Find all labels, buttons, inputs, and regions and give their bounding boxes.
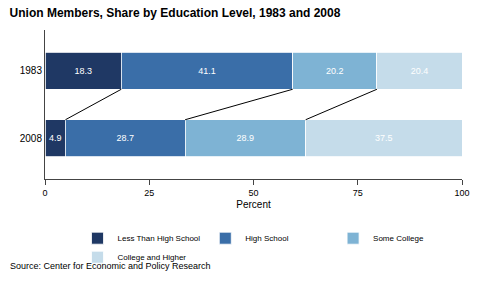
svg-text:37.5: 37.5 xyxy=(375,133,393,143)
svg-text:75: 75 xyxy=(353,188,363,198)
svg-text:25: 25 xyxy=(144,188,154,198)
svg-text:4.9: 4.9 xyxy=(49,133,62,143)
svg-text:Some College: Some College xyxy=(373,234,424,243)
svg-text:28.9: 28.9 xyxy=(237,133,255,143)
svg-text:28.7: 28.7 xyxy=(117,133,135,143)
svg-text:1983: 1983 xyxy=(20,65,43,76)
svg-text:Union Members, Share by Educat: Union Members, Share by Education Level,… xyxy=(10,6,341,20)
svg-text:0: 0 xyxy=(42,188,47,198)
svg-text:High School: High School xyxy=(245,234,288,243)
svg-text:100: 100 xyxy=(454,188,469,198)
svg-text:41.1: 41.1 xyxy=(198,66,216,76)
svg-text:College and Higher: College and Higher xyxy=(118,253,187,262)
svg-text:Source: Center for Economic an: Source: Center for Economic and Policy R… xyxy=(10,261,211,271)
svg-text:20.2: 20.2 xyxy=(326,66,344,76)
svg-text:2008: 2008 xyxy=(20,133,43,144)
svg-text:Less Than High School: Less Than High School xyxy=(118,234,201,243)
svg-text:20.4: 20.4 xyxy=(411,66,429,76)
svg-text:18.3: 18.3 xyxy=(74,66,92,76)
svg-text:50: 50 xyxy=(248,188,258,198)
svg-text:Percent: Percent xyxy=(236,199,271,210)
